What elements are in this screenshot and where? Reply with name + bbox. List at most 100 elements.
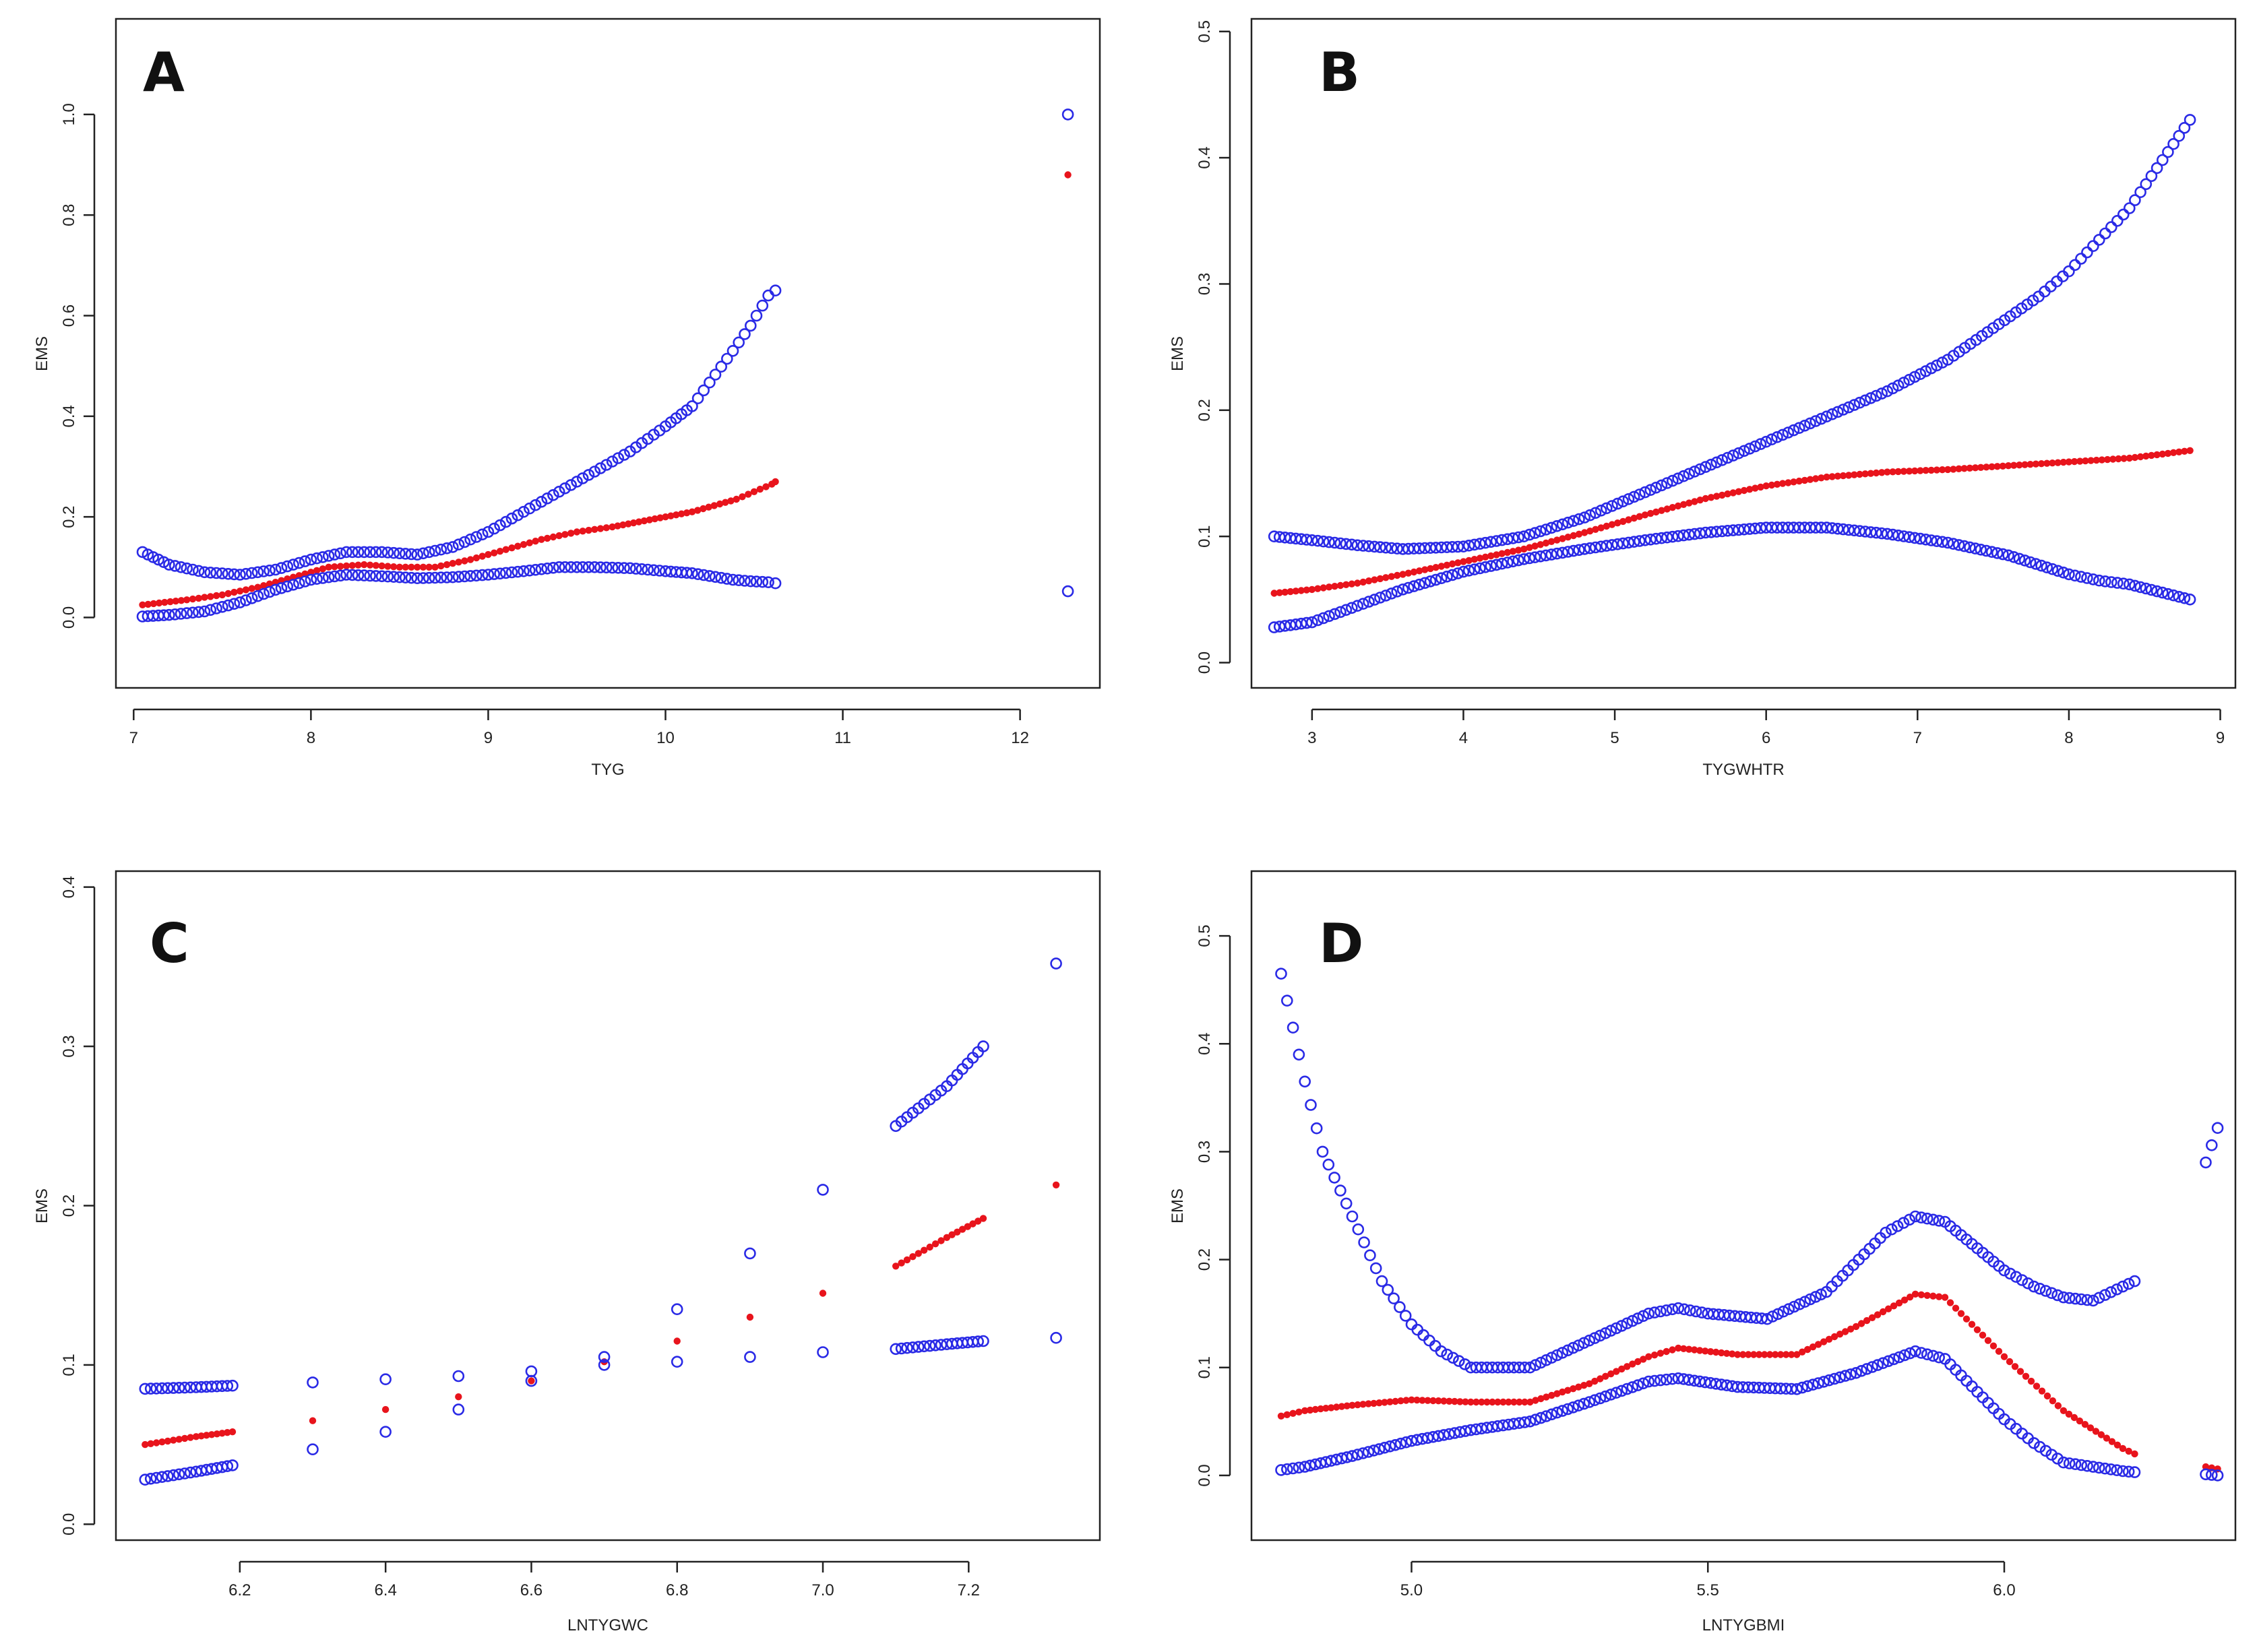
fit-point: [1608, 521, 1616, 528]
ci-lower-point: [394, 571, 406, 583]
fit-point: [614, 522, 621, 530]
x-tick-label: 6.4: [374, 1581, 396, 1599]
fit-point: [1818, 474, 1825, 482]
fit-point: [1292, 587, 1300, 595]
ci-lower-point: [739, 575, 751, 587]
ci-lower-point: [1411, 1434, 1423, 1446]
ci-lower-point: [1556, 1405, 1569, 1417]
fit-point: [491, 549, 498, 557]
ci-upper-point: [1756, 1312, 1768, 1325]
x-tick-label: 9: [2216, 729, 2225, 747]
ci-upper-point: [1927, 1213, 1940, 1226]
ci-lower-point: [1661, 531, 1673, 544]
ci-lower-point: [1400, 1436, 1413, 1449]
ci-upper-point: [281, 560, 294, 573]
ci-lower-point: [346, 569, 359, 581]
fit-point: [532, 538, 539, 545]
fit-point: [1696, 497, 1704, 504]
ci-lower-point: [1715, 1378, 1727, 1391]
ci-upper-point: [733, 336, 745, 349]
ci-lower-point: [139, 1473, 152, 1486]
fit-point: [1773, 480, 1781, 488]
fit-point: [1707, 494, 1715, 501]
fit-point: [1645, 1353, 1652, 1360]
fit-point: [772, 478, 779, 486]
ci-lower-point: [198, 605, 211, 618]
fit-point: [705, 503, 712, 511]
fit-point: [964, 1223, 972, 1230]
ci-lower-point: [1677, 1373, 1690, 1385]
ci-lower-point: [352, 569, 365, 581]
fit-point: [1966, 464, 1974, 472]
fit-point: [688, 508, 696, 515]
ci-upper-point: [1914, 368, 1927, 381]
ci-lower-point: [358, 569, 371, 581]
ci-upper-point: [1660, 1304, 1673, 1316]
ci-upper-point: [435, 543, 447, 556]
ci-lower-point: [1573, 544, 1585, 557]
ci-lower-point: [2018, 554, 2031, 567]
ci-lower-point: [1859, 526, 1871, 538]
ci-lower-point: [1871, 1359, 1884, 1371]
fit-point: [909, 1253, 917, 1261]
ci-lower-point: [1642, 1375, 1655, 1388]
ci-upper-point: [1622, 493, 1635, 505]
fit-point: [1894, 468, 1902, 476]
fit-point: [1382, 574, 1390, 581]
ci-lower-point: [745, 575, 757, 587]
ci-lower-point: [505, 566, 518, 579]
fit-point: [2153, 451, 2161, 459]
ci-upper-point: [1760, 435, 1772, 448]
ci-upper-point: [1909, 371, 1921, 383]
ci-upper-point: [1413, 542, 1425, 554]
ci-upper-point: [1626, 1314, 1639, 1327]
ci-upper-point: [1447, 1352, 1459, 1364]
fit-point: [1338, 1403, 1346, 1410]
fit-point: [1586, 1380, 1593, 1387]
ci-upper-point: [1793, 1298, 1805, 1310]
ci-lower-point: [1437, 1429, 1450, 1441]
ci-lower-point: [929, 1339, 941, 1352]
ci-lower-point: [1947, 538, 1960, 550]
fit-point: [1702, 1347, 1709, 1355]
ci-upper-point: [977, 1040, 989, 1052]
ci-upper-point: [1346, 538, 1358, 551]
ci-lower-point: [559, 561, 571, 573]
fit-point: [1971, 464, 1979, 472]
ci-upper-point: [1452, 540, 1464, 553]
ci-lower-point: [1405, 1434, 1418, 1447]
ci-lower-point: [1470, 1423, 1483, 1436]
fit-point: [139, 601, 146, 608]
ci-lower-point: [204, 604, 217, 616]
fit-point: [1276, 589, 1283, 596]
fit-point: [2175, 448, 2183, 455]
ci-upper-point: [1634, 488, 1646, 501]
fit-point: [1402, 1397, 1410, 1404]
fit-point: [1287, 587, 1295, 596]
ci-lower-point: [1903, 531, 1915, 544]
fit-point: [1983, 464, 1990, 471]
fit-point: [2004, 462, 2012, 470]
fit-point: [201, 594, 208, 601]
ci-upper-point: [1561, 1344, 1574, 1357]
fit-point: [756, 485, 764, 493]
ci-upper-point: [1783, 1303, 1795, 1315]
ci-upper-point: [1632, 1312, 1644, 1325]
ci-lower-point: [1893, 1351, 1905, 1364]
fit-point: [166, 598, 174, 606]
fit-point: [337, 563, 344, 570]
fit-point: [629, 519, 638, 527]
ci-lower-point: [642, 563, 654, 576]
fit-point: [1988, 463, 1995, 470]
fit-point: [183, 596, 191, 604]
ci-upper-point: [2134, 186, 2146, 199]
ci-upper-point: [1352, 1223, 1365, 1236]
ci-lower-point: [1861, 1363, 1873, 1375]
ci-lower-point: [1540, 1410, 1553, 1422]
fit-point: [1331, 583, 1338, 590]
ci-upper-point: [269, 563, 282, 576]
ci-upper-point: [744, 1247, 756, 1260]
fit-point: [2027, 1377, 2035, 1385]
ci-lower-point: [1700, 526, 1712, 539]
fit-point: [1779, 480, 1787, 487]
